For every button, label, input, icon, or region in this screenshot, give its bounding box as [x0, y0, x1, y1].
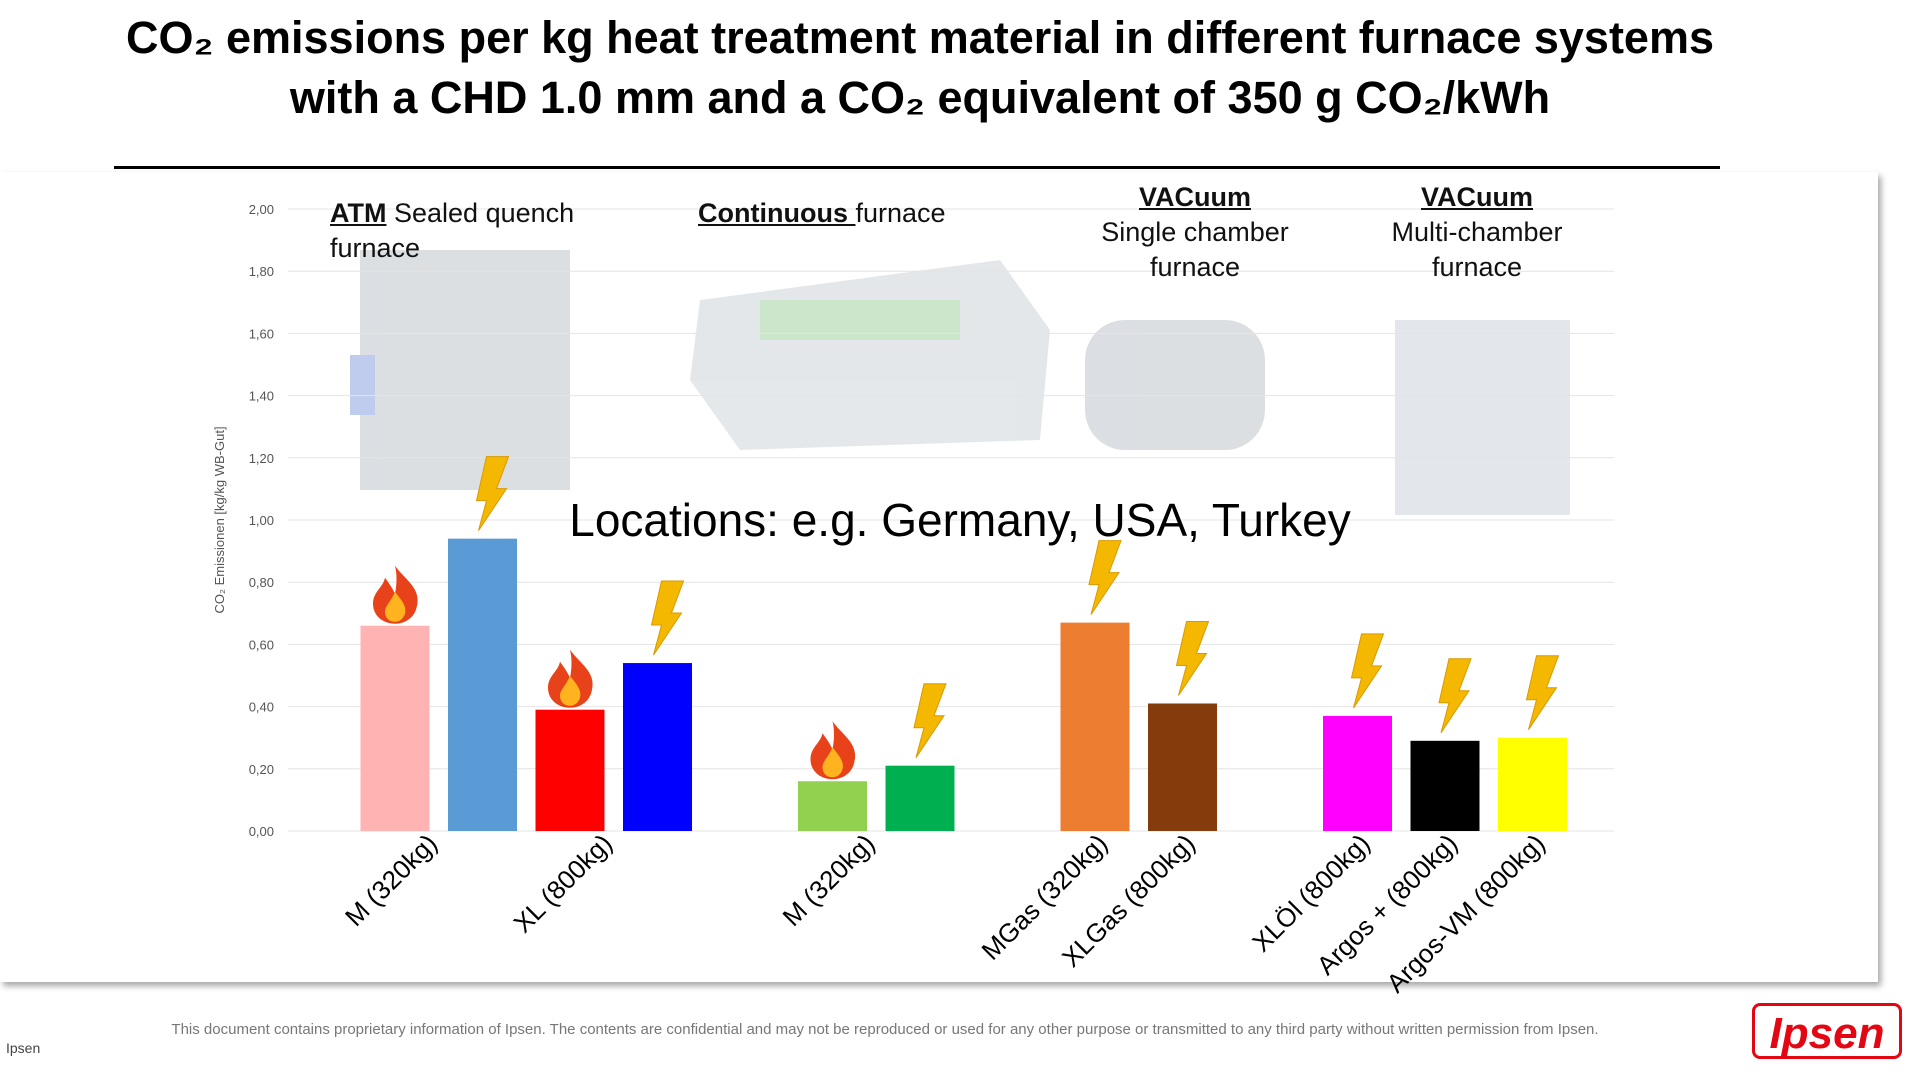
furnace-image	[1085, 320, 1265, 450]
furnace-type: VACuum	[1139, 182, 1251, 212]
bar	[1323, 715, 1392, 831]
y-tick-label: 0,00	[249, 824, 274, 839]
furnace-desc: Multi-chamber furnace	[1391, 217, 1563, 282]
y-tick-label: 2,00	[249, 202, 274, 217]
bar	[1060, 622, 1130, 831]
bar	[448, 538, 517, 831]
title: CO₂ emissions per kg heat treatment mate…	[0, 8, 1840, 128]
bar	[1498, 737, 1567, 831]
title-line: CO₂ emissions per kg heat treatment mate…	[125, 12, 1714, 63]
furnace-heading: VACuum Single chamber furnace	[1075, 180, 1315, 285]
furnace-heading: ATM Sealed quench furnace	[330, 196, 620, 266]
title-line: with a CHD 1.0 mm and a CO₂ equivalent o…	[289, 72, 1551, 123]
furnace-desc: furnace	[855, 198, 946, 228]
bar	[360, 625, 430, 831]
y-tick-label: 0,80	[249, 575, 274, 590]
x-tick-label: Argos-VM (800kg)	[1380, 828, 1550, 998]
bolt-icon	[1525, 655, 1560, 730]
bar	[623, 663, 692, 831]
furnace-type: ATM	[330, 198, 387, 228]
furnace-heading: Continuous furnace	[698, 196, 1028, 231]
y-tick-label: 0,60	[249, 637, 274, 652]
y-tick-label: 1,60	[249, 326, 274, 341]
furnace-image	[1395, 320, 1570, 515]
y-tick-label: 0,20	[249, 762, 274, 777]
y-tick-label: 1,20	[249, 451, 274, 466]
furnace-type: VACuum	[1421, 182, 1533, 212]
flame-inner	[560, 675, 581, 706]
flame-inner	[385, 591, 406, 622]
bolt-icon	[1088, 540, 1122, 615]
bar	[885, 765, 955, 831]
x-tick-label: M (320kg)	[339, 828, 443, 932]
chart-panel	[0, 172, 1878, 982]
y-axis-title: CO₂ Emissionen [kg/kg WB-Gut]	[212, 426, 227, 613]
x-tick-label: XL (800kg)	[508, 828, 618, 938]
y-tick-label: 1,00	[249, 513, 274, 528]
furnace-desc: Single chamber furnace	[1101, 217, 1289, 282]
y-tick-label: 1,40	[249, 389, 274, 404]
confidentiality-notice: This document contains proprietary infor…	[171, 1021, 1599, 1038]
bolt-icon	[1175, 620, 1210, 696]
bolt-icon	[1350, 633, 1385, 709]
bolt-icon	[913, 683, 947, 758]
bar	[798, 781, 867, 831]
y-tick-label: 1,80	[249, 264, 274, 279]
y-tick-label: 0,40	[249, 700, 274, 715]
furnace-pictures	[350, 250, 1570, 515]
bolt-icon	[650, 580, 685, 656]
furnace-image	[350, 355, 375, 415]
flame-icon	[810, 721, 856, 780]
logo: Ipsen	[1752, 1003, 1902, 1059]
flame-icon	[548, 649, 593, 708]
bolt-icon	[475, 456, 510, 531]
bolt-icon	[1438, 658, 1472, 734]
furnace-image	[690, 260, 1050, 450]
furnace-image	[760, 300, 960, 340]
furnace-image	[360, 250, 570, 490]
bar	[1410, 740, 1480, 831]
furnace-type: Continuous	[698, 198, 856, 228]
bar	[535, 709, 605, 831]
title-rule	[114, 166, 1720, 169]
furnace-heading: VACuum Multi-chamber furnace	[1357, 180, 1597, 285]
furnace-desc: Sealed quench furnace	[330, 198, 575, 263]
footer-company: Ipsen	[6, 1040, 41, 1056]
flame-inner	[822, 747, 843, 778]
flame-icon	[373, 565, 418, 624]
x-tick-label: M (320kg)	[777, 828, 881, 932]
annotation: Locations: e.g. Germany, USA, Turkey	[569, 494, 1350, 546]
bar	[1148, 703, 1217, 831]
